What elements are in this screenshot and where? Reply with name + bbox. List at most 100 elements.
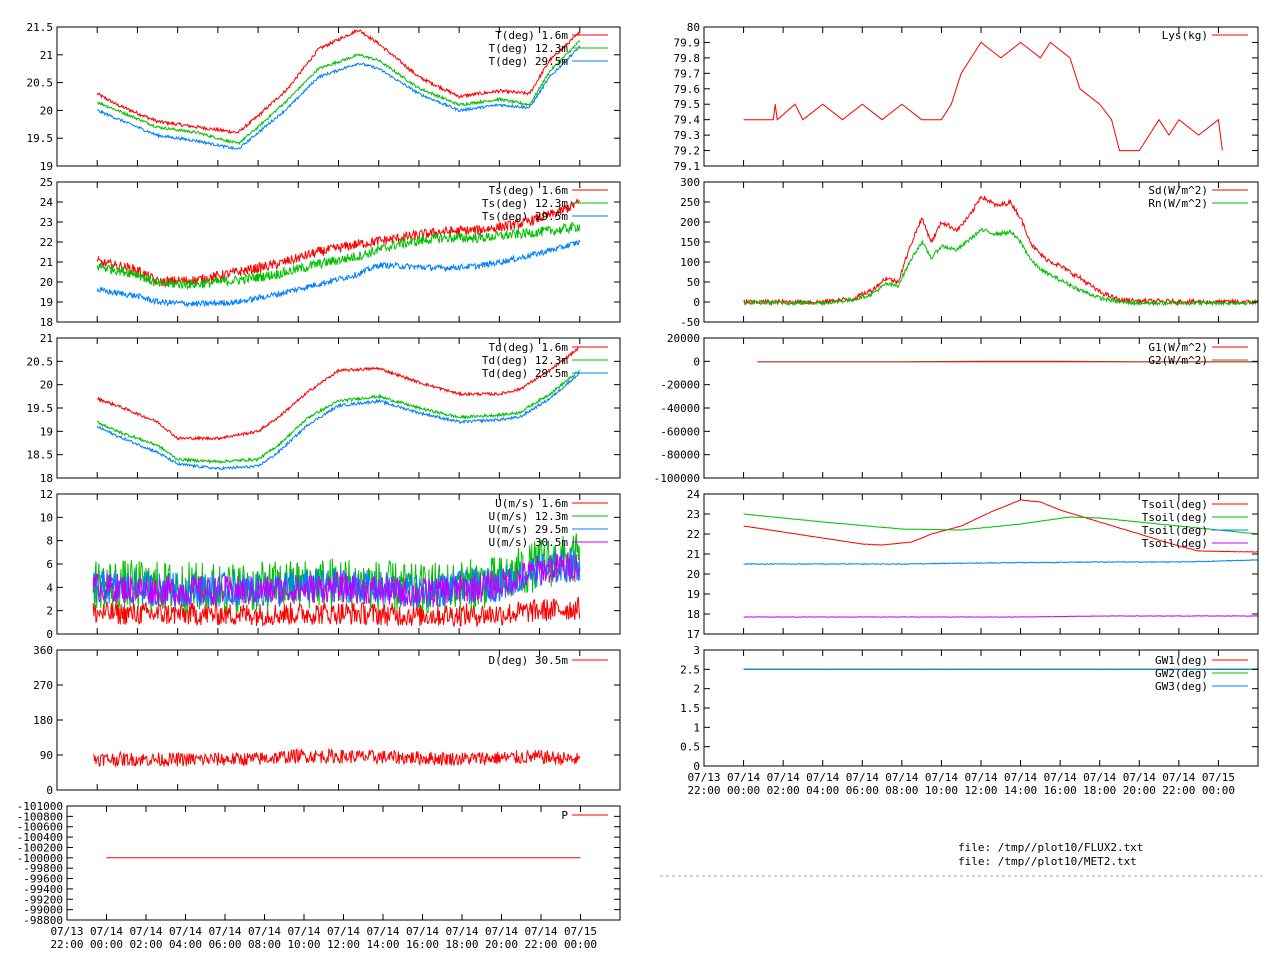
file-label-flux: file: /tmp//plot10/FLUX2.txt — [958, 841, 1143, 854]
series-line-td-deg-12-3m-2 — [96, 369, 581, 465]
legend-label: Td(deg) 29.5m — [482, 367, 568, 380]
ytick-label: 21 — [687, 548, 700, 561]
xtick-time-label: 06:00 — [208, 938, 241, 951]
ytick-label: -100400 — [17, 831, 63, 844]
xtick-time-label: 00:00 — [564, 938, 597, 951]
legend-label: Tsoil(deg) — [1142, 498, 1208, 511]
ytick-label: 180 — [33, 714, 53, 727]
panel-pressure: -101000-100800-100600-100400-100200-1000… — [17, 800, 621, 951]
legend-label: Td(deg) 12.3m — [482, 354, 568, 367]
series-line-tsoil-deg-2 — [743, 513, 1258, 535]
xtick-time-label: 14:00 — [366, 938, 399, 951]
series-line-td-deg-1-6m-1 — [96, 346, 580, 441]
ytick-label: -100600 — [17, 821, 63, 834]
ytick-label: 2 — [46, 605, 53, 618]
ytick-label: -99400 — [23, 883, 63, 896]
series-line-t-deg-12-3m-2 — [97, 40, 581, 146]
ytick-label: 79.8 — [674, 52, 701, 65]
legend-label: Tsoil(deg) — [1142, 524, 1208, 537]
series-line-tsoil-deg-3 — [743, 559, 1258, 566]
xtick-date-label: 07/13 — [687, 771, 720, 784]
ytick-label: 3 — [693, 644, 700, 657]
ytick-label: 19.5 — [27, 402, 54, 415]
ytick-label: -99600 — [23, 873, 63, 886]
ytick-label: 17 — [687, 628, 700, 641]
xtick-date-label: 07/14 — [169, 925, 202, 938]
series-line-t-deg-1-6m-1 — [96, 28, 581, 134]
ytick-label: 270 — [33, 679, 53, 692]
ytick-label: 18.5 — [27, 449, 54, 462]
ytick-label: 300 — [680, 176, 700, 189]
ytick-label: 0 — [46, 784, 53, 797]
ytick-label: 0 — [693, 760, 700, 773]
ytick-label: 18 — [40, 472, 53, 485]
ytick-label: 79.9 — [674, 36, 701, 49]
ytick-label: 0 — [693, 296, 700, 309]
ytick-label: 19.5 — [27, 132, 54, 145]
plot-frame — [66, 805, 621, 921]
legend-label: Td(deg) 1.6m — [489, 341, 569, 354]
ytick-label: 360 — [33, 644, 53, 657]
series-line-tsoil-deg-1 — [743, 499, 1258, 553]
xtick-time-label: 02:00 — [767, 784, 800, 797]
legend-label: Rn(W/m^2) — [1148, 197, 1208, 210]
panel-lysimeter: 79.1 79.2 79.3 79.4 79.5 79.6 79.7 79.8 79.9 80 Ly… — [674, 21, 1259, 173]
ytick-label: -40000 — [660, 402, 700, 415]
xtick-time-label: 22:00 — [524, 938, 557, 951]
ytick-label: 20 — [40, 276, 53, 289]
legend-label: Ts(deg) 12.3m — [482, 197, 568, 210]
ytick-label: -80000 — [660, 449, 700, 462]
xtick-time-label: 22:00 — [687, 784, 720, 797]
ytick-label: -20000 — [660, 379, 700, 392]
legend-label: D(deg) 30.5m — [489, 654, 569, 667]
ytick-label: 20.5 — [27, 77, 54, 90]
ytick-label: -100200 — [17, 841, 63, 854]
ytick-label: 23 — [687, 508, 700, 521]
plot-frame — [56, 649, 621, 791]
series-line-t-deg-29-5m-3 — [96, 45, 581, 151]
series-group — [96, 28, 581, 151]
ytick-label: -99200 — [23, 893, 63, 906]
series-group — [96, 346, 581, 471]
xtick-time-label: 18:00 — [445, 938, 478, 951]
series-line-lys-kg-1 — [743, 41, 1223, 152]
panel-radiation: -50 0 50 100 150 200 250 300 Sd(W/m^2)Rn(W/m^2) — [680, 176, 1259, 329]
xtick-date-label: 07/14 — [727, 771, 760, 784]
ytick-label: 24 — [40, 196, 54, 209]
legend-label: Lys(kg) — [1162, 29, 1208, 42]
ytick-label: 23 — [40, 216, 53, 229]
xtick-date-label: 07/14 — [1004, 771, 1037, 784]
xtick-time-label: 04:00 — [169, 938, 202, 951]
legend-label: Sd(W/m^2) — [1148, 184, 1208, 197]
ytick-label: 200 — [680, 216, 700, 229]
series-line-ts-deg-12-3m-2 — [96, 221, 581, 291]
ytick-label: 79.5 — [674, 98, 701, 111]
ytick-label: -98800 — [23, 914, 63, 927]
file-label-met: file: /tmp//plot10/MET2.txt — [958, 855, 1137, 868]
series-line-sd-w-m-2-1 — [743, 195, 1258, 307]
ytick-label: 10 — [40, 511, 53, 524]
xtick-date-label: 07/14 — [1123, 771, 1156, 784]
ytick-label: 1 — [693, 721, 700, 734]
legend-label: P — [561, 809, 568, 822]
xtick-date-label: 07/13 — [50, 925, 83, 938]
legend-label: Tsoil(deg) — [1142, 537, 1208, 550]
xtick-date-label: 07/14 — [925, 771, 958, 784]
ytick-label: 0 — [46, 628, 53, 641]
ytick-label: 18 — [40, 316, 53, 329]
series-line-d-deg-30-5m-1 — [92, 747, 581, 768]
legend-label: Ts(deg) 29.5m — [482, 210, 568, 223]
ytick-label: 21 — [40, 256, 53, 269]
panel-ground-water: 00.511.522.5307/1322:0007/1400:0007/1402… — [680, 644, 1259, 797]
ytick-label: 24 — [687, 488, 701, 501]
xtick-time-label: 20:00 — [1123, 784, 1156, 797]
xtick-time-label: 18:00 — [1083, 784, 1116, 797]
series-line-u-m-s-1-6m-1 — [92, 596, 581, 628]
xtick-date-label: 07/14 — [327, 925, 360, 938]
xtick-date-label: 07/14 — [129, 925, 162, 938]
ytick-label: 0 — [693, 355, 700, 368]
xtick-time-label: 12:00 — [327, 938, 360, 951]
xtick-time-label: 22:00 — [50, 938, 83, 951]
